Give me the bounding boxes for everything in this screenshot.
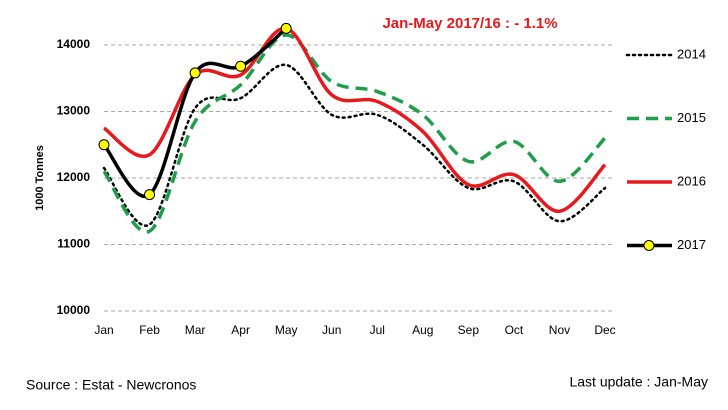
x-tick-label: May — [275, 323, 298, 337]
marker — [189, 67, 201, 79]
x-tick-label: Aug — [412, 323, 433, 337]
series-line — [102, 33, 607, 234]
annotation: Jan-May 2017/16 : - 1.1% — [382, 15, 557, 32]
series-line — [102, 27, 288, 199]
marker — [280, 22, 292, 34]
legend-label: 2015 — [677, 110, 706, 125]
y-tick-label: 13000 — [57, 104, 91, 118]
legend-label: 2014 — [677, 46, 706, 61]
series-line — [102, 63, 607, 227]
y-tick-label: 14000 — [57, 37, 91, 51]
x-tick-label: Oct — [505, 323, 524, 337]
update-note: Last update : Jan-May — [569, 374, 708, 390]
x-tick-label: Jun — [322, 323, 341, 337]
marker — [98, 139, 110, 151]
x-tick-label: Sep — [458, 323, 480, 337]
source: Source : Estat - Newcronos — [26, 377, 196, 393]
x-tick-label: Nov — [549, 323, 570, 337]
y-tick-label: 10000 — [57, 303, 91, 317]
y-tick-label: 12000 — [57, 170, 91, 184]
y-axis-label: 1000 Tonnes — [34, 145, 46, 211]
marker — [144, 189, 156, 201]
x-tick-label: Mar — [185, 323, 206, 337]
x-tick-label: Apr — [231, 323, 250, 337]
legend-label: 2016 — [677, 173, 706, 188]
series-line — [102, 26, 607, 213]
marker — [235, 60, 247, 72]
x-tick-label: Dec — [594, 323, 615, 337]
x-tick-label: Feb — [139, 323, 160, 337]
legend-label: 2017 — [677, 237, 706, 252]
x-tick-label: Jan — [94, 323, 113, 337]
legend-marker — [643, 240, 655, 251]
x-tick-label: Jul — [370, 323, 385, 337]
y-tick-label: 11000 — [57, 237, 90, 251]
